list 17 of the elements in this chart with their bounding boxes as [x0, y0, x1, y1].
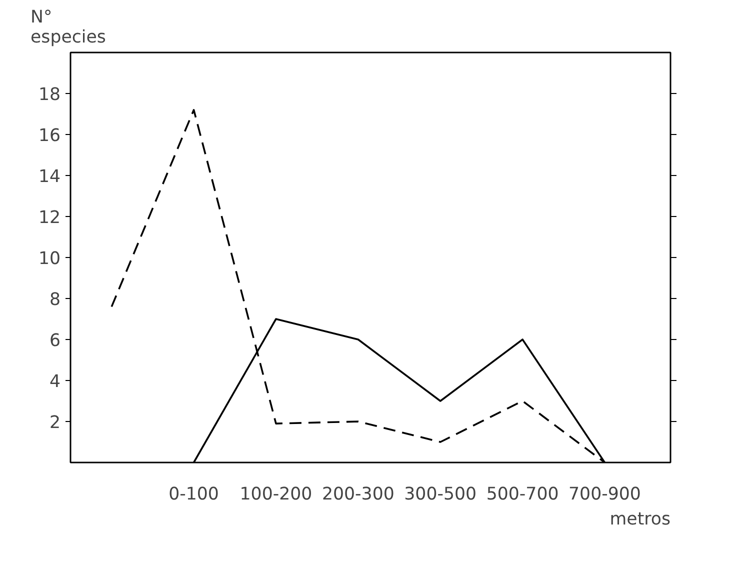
y-axis-title: N° especies: [30, 8, 106, 48]
x-tick-label: 100-200: [240, 484, 312, 504]
y-tick-label: 16: [38, 126, 61, 146]
x-tick-label: 200-300: [322, 484, 394, 504]
x-axis-title: metros: [610, 510, 671, 530]
x-tick-label: 700-900: [568, 484, 641, 504]
y-tick-label: 18: [38, 85, 61, 105]
y-tick-label: 6: [49, 331, 61, 351]
y-tick-label: 14: [38, 167, 61, 187]
y-tick-label: 8: [49, 290, 61, 310]
y-tick-label: 4: [49, 372, 61, 392]
x-tick-label: 0-100: [168, 484, 219, 504]
y-tick-label: 2: [49, 413, 61, 433]
y-tick-label: 12: [38, 208, 61, 228]
x-tick-label: 300-500: [404, 484, 477, 504]
x-tick-label: 500-700: [486, 484, 559, 504]
y-tick-label: 10: [38, 249, 61, 269]
